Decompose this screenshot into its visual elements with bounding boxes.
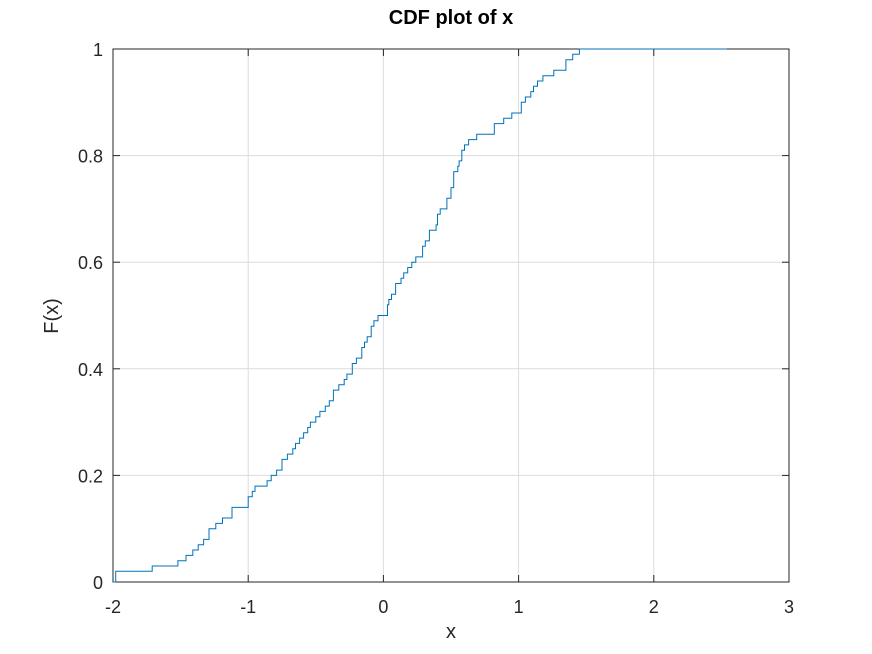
- x-tick-label: 3: [784, 597, 794, 617]
- x-axis: -2 -1 0 1 2 3: [105, 49, 794, 617]
- cdf-step-line: [113, 48, 727, 583]
- y-tick-label: 1: [93, 40, 103, 60]
- x-tick-label: 2: [649, 597, 659, 617]
- x-axis-label: x: [446, 621, 456, 643]
- x-tick-label: -2: [105, 597, 121, 617]
- y-tick-label: 0.6: [78, 253, 103, 273]
- chart-title: CDF plot of x: [389, 7, 513, 29]
- y-tick-label: 0.2: [78, 466, 103, 486]
- x-tick-label: 0: [378, 597, 388, 617]
- y-axis: 0 0.2 0.4 0.6 0.8 1: [78, 40, 789, 593]
- y-tick-label: 0.4: [78, 360, 103, 380]
- y-axis-label: F(x): [41, 298, 63, 334]
- plot-area: [112, 48, 790, 583]
- x-tick-label: 1: [514, 597, 524, 617]
- grid: [112, 48, 790, 583]
- x-tick-label: -1: [240, 597, 256, 617]
- y-tick-label: 0: [93, 573, 103, 593]
- y-tick-label: 0.8: [78, 147, 103, 167]
